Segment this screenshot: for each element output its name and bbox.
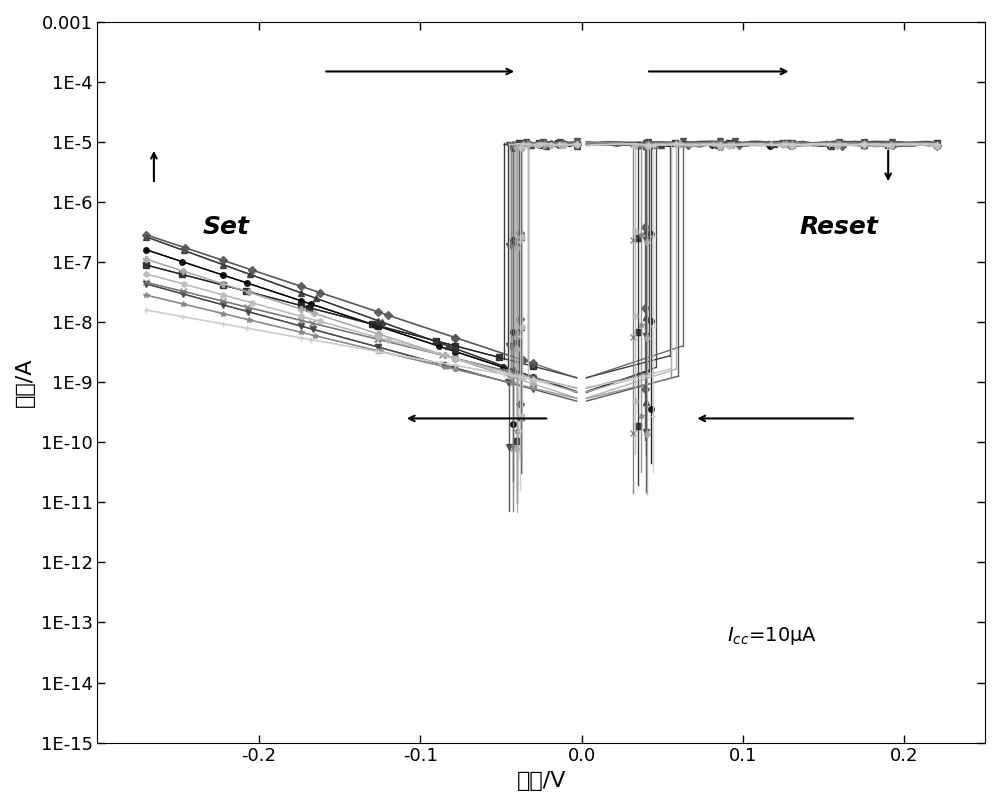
X-axis label: 电压/V: 电压/V <box>516 771 566 791</box>
Text: Set: Set <box>202 214 249 239</box>
Text: $I_{cc}$=10μA: $I_{cc}$=10μA <box>727 625 817 646</box>
Y-axis label: 电流/A: 电流/A <box>15 358 35 407</box>
Text: Reset: Reset <box>799 214 878 239</box>
